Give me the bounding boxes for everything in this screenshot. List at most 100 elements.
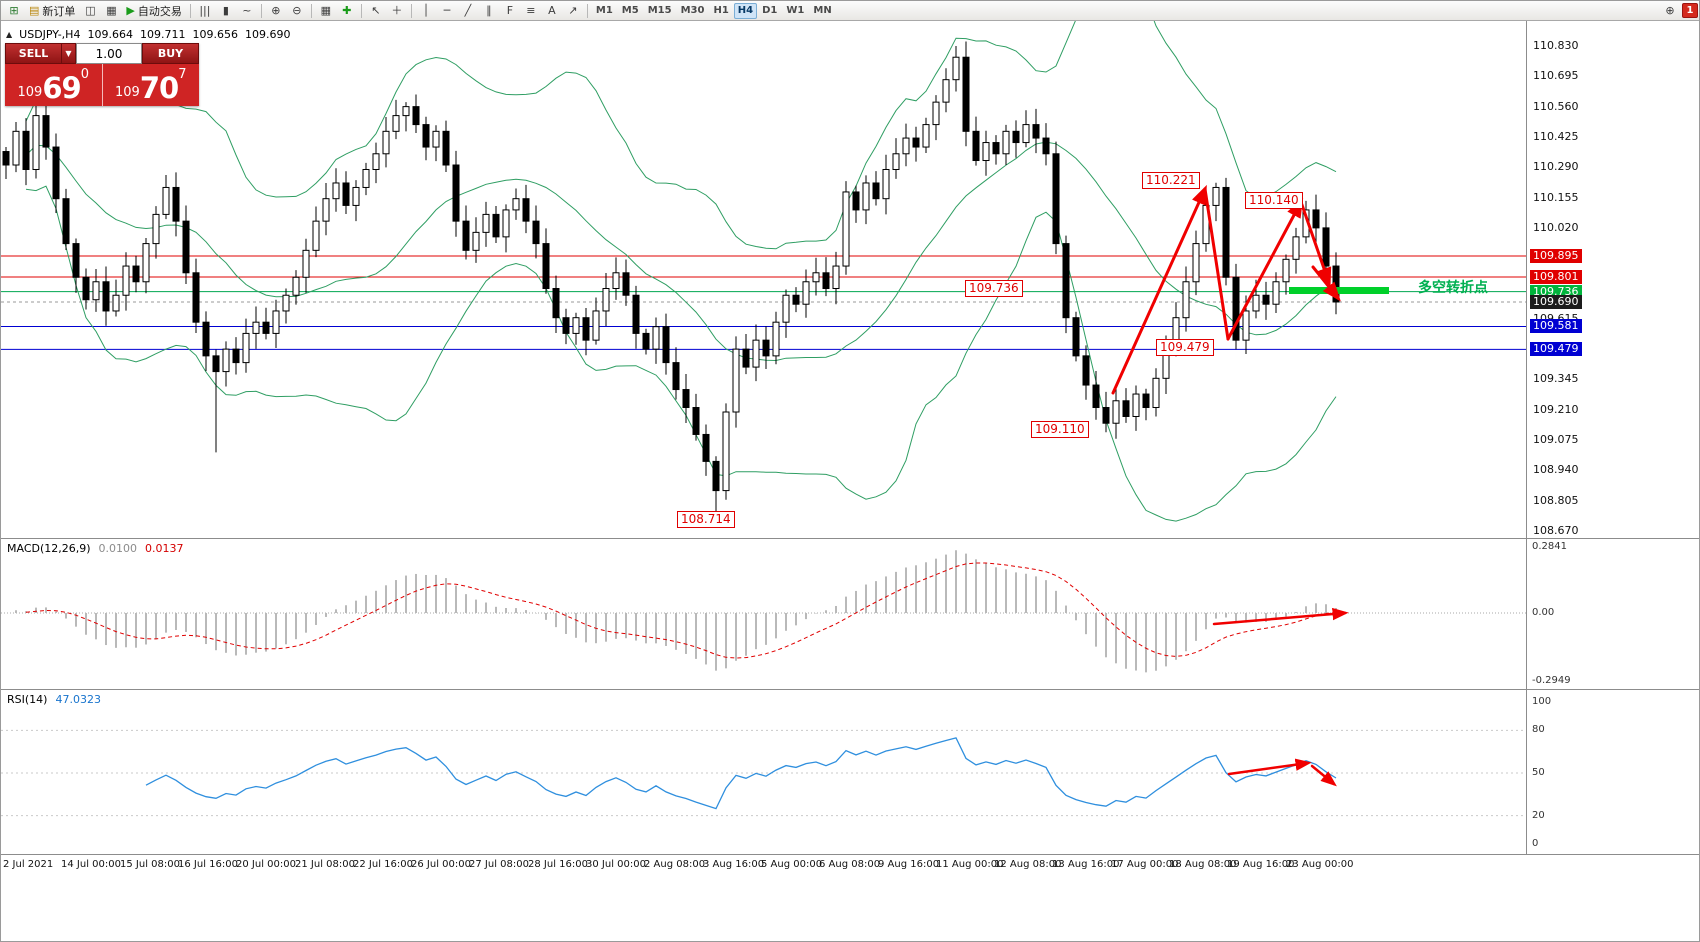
- pivot-green-bar[interactable]: [1289, 287, 1389, 294]
- rsi-scale-100: 100: [1532, 696, 1552, 707]
- text-tool-button[interactable]: A: [542, 2, 562, 19]
- buy-price-pip: 7: [178, 67, 187, 82]
- price-annotation-110.221[interactable]: 110.221: [1142, 172, 1200, 189]
- vertical-line-tool-button[interactable]: │: [416, 2, 436, 19]
- time-label: 30 Jul 00:00: [586, 859, 646, 870]
- price-tick-110.425: 110.425: [1533, 130, 1579, 143]
- toolbar: ⊞ ▤ 新订单 ◫ ▦ ▶ 自动交易 ||| ▮ ~ ⊕ ⊖ ▦ ✚ ↖ ＋ │ ─ ╱ ∥ F ≡ A ↗ M1 M5 M15 M3…: [1, 1, 1699, 21]
- macd-scale-0.2841: 0.2841: [1532, 541, 1567, 552]
- main-price-chart[interactable]: [1, 21, 1526, 522]
- new-order-button[interactable]: ▤ 新订单: [25, 2, 79, 19]
- toolbar-separator: [310, 3, 312, 18]
- rsi-scale-0: 0: [1532, 838, 1539, 849]
- time-label: 15 Jul 08:00: [120, 859, 180, 870]
- toolbar-separator: [189, 3, 191, 18]
- volume-dropdown-icon[interactable]: ▼: [62, 43, 76, 64]
- price-axis[interactable]: 110.830 110.695 110.560 110.425 110.290 110.1…: [1528, 21, 1699, 857]
- trendline-tool-button[interactable]: ╱: [458, 2, 478, 19]
- timeframe-H4[interactable]: H4: [733, 2, 758, 19]
- sell-price[interactable]: 109 69 0: [5, 64, 103, 106]
- fibonacci-tool-button[interactable]: F: [500, 2, 520, 19]
- trend-arrows[interactable]: [1227, 758, 1337, 787]
- macd-signal-value: 0.0137: [145, 542, 184, 555]
- timeframe-H1[interactable]: H1: [713, 5, 729, 16]
- price-tick-110.020: 110.020: [1533, 221, 1579, 234]
- price-annotation-109.110[interactable]: 109.110: [1031, 421, 1089, 438]
- horizontal-line-tool-icon: ─: [443, 4, 451, 17]
- candlestick-mode-icon: ▮: [222, 4, 229, 17]
- ohlc-high: 109.711: [139, 28, 186, 41]
- buy-price-prefix: 109: [115, 85, 140, 100]
- timeframe-W1[interactable]: W1: [786, 5, 805, 16]
- time-axis[interactable]: 2 Jul 2021 14 Jul 00:00 15 Jul 08:00 16 Jul…: [1, 857, 1526, 875]
- buy-price[interactable]: 109 70 7: [102, 64, 199, 106]
- collapse-ohlc-icon[interactable]: ▲: [6, 30, 13, 39]
- cursor-tool-button[interactable]: ↖: [366, 2, 386, 19]
- timeframe-M15[interactable]: M15: [647, 5, 672, 16]
- price-annotation-109.479[interactable]: 109.479: [1156, 339, 1214, 356]
- time-label: 13 Aug 16:00: [1052, 859, 1120, 870]
- price-annotation-110.140[interactable]: 110.140: [1245, 192, 1303, 209]
- rsi-panel[interactable]: [1, 729, 1526, 817]
- timeframe-M1[interactable]: M1: [595, 5, 613, 16]
- timeframe-M30[interactable]: M30: [680, 5, 705, 16]
- time-label: 18 Aug 08:00: [1169, 859, 1237, 870]
- vertical-line-tool-icon: │: [422, 4, 430, 17]
- ohlc-close: 109.690: [244, 28, 291, 41]
- timeframe-MN[interactable]: MN: [813, 5, 832, 16]
- trend-arrows[interactable]: [1212, 607, 1349, 626]
- channel-tool-button[interactable]: ∥: [479, 2, 499, 19]
- buy-button[interactable]: BUY: [142, 43, 199, 64]
- price-annotation-109.736[interactable]: 109.736: [965, 280, 1023, 297]
- chart-windows-button[interactable]: ▦: [101, 2, 121, 19]
- one-click-trading-panel: SELL ▼ 1.00 BUY 109 69 0 109 70 7: [5, 43, 199, 106]
- time-label: 16 Jul 16:00: [178, 859, 238, 870]
- new-chart-button[interactable]: ⊞: [4, 2, 24, 19]
- macd-scale-0.00: 0.00: [1532, 607, 1555, 618]
- price-tick-109.479: 109.479: [1530, 342, 1582, 356]
- pivot-point-text[interactable]: 多空转折点: [1418, 280, 1488, 296]
- candlestick-mode-button[interactable]: ▮: [216, 2, 236, 19]
- indicators-button[interactable]: ✚: [337, 2, 357, 19]
- trend-arrows[interactable]: [1111, 184, 1341, 395]
- timeframe-D1[interactable]: D1: [762, 5, 778, 16]
- time-label: 9 Aug 16:00: [878, 859, 940, 870]
- time-label: 28 Jul 16:00: [528, 859, 588, 870]
- line-chart-mode-button[interactable]: ~: [237, 2, 257, 19]
- tile-windows-button[interactable]: ▦: [316, 2, 336, 19]
- bar-chart-mode-button[interactable]: |||: [195, 2, 215, 19]
- zoom-out-button[interactable]: ⊖: [287, 2, 307, 19]
- macd-panel[interactable]: [1, 550, 1526, 673]
- crosshair-tool-button[interactable]: ＋: [387, 2, 407, 19]
- zoom-in-icon: ⊕: [271, 4, 281, 17]
- quick-search[interactable]: ⊕: [1665, 4, 1675, 17]
- toolbar-right-group: ⊕ 1: [1660, 2, 1698, 19]
- zoom-in-button[interactable]: ⊕: [266, 2, 286, 19]
- bollinger-lower-band: [25, 185, 1337, 522]
- horizontal-line-tool-button[interactable]: ─: [437, 2, 457, 19]
- volume-input[interactable]: 1.00: [76, 43, 142, 64]
- time-label: 17 Aug 00:00: [1111, 859, 1179, 870]
- arrow-tool-button[interactable]: ↗: [563, 2, 583, 19]
- price-annotation-108.714[interactable]: 108.714: [677, 511, 735, 528]
- time-label: 23 Aug 00:00: [1286, 859, 1354, 870]
- auto-trading-button[interactable]: ▶ 自动交易: [122, 2, 185, 19]
- buy-price-big: 70: [139, 71, 179, 105]
- cursor-tool-icon: ↖: [371, 4, 381, 17]
- price-tick-108.670: 108.670: [1533, 524, 1579, 537]
- price-tick-109.210: 109.210: [1533, 403, 1579, 416]
- time-label: 11 Aug 00:00: [936, 859, 1004, 870]
- channel-tool-icon: ∥: [486, 4, 492, 17]
- profiles-button[interactable]: ◫: [80, 2, 100, 19]
- symbol-name: USDJPY-,H4: [19, 28, 81, 41]
- profiles-icon: ◫: [85, 4, 96, 17]
- timeframe-M5[interactable]: M5: [621, 5, 639, 16]
- notification-badge[interactable]: 1: [1682, 3, 1698, 18]
- sell-button[interactable]: SELL: [5, 43, 62, 64]
- crosshair-tool-icon: ＋: [391, 4, 403, 17]
- macd-main-value: 0.0100: [98, 542, 138, 555]
- rsi-panel-header: RSI(14) 47.0323: [7, 693, 101, 706]
- chart-canvas[interactable]: [1, 21, 1700, 942]
- cycle-lines-tool-button[interactable]: ≡: [521, 2, 541, 19]
